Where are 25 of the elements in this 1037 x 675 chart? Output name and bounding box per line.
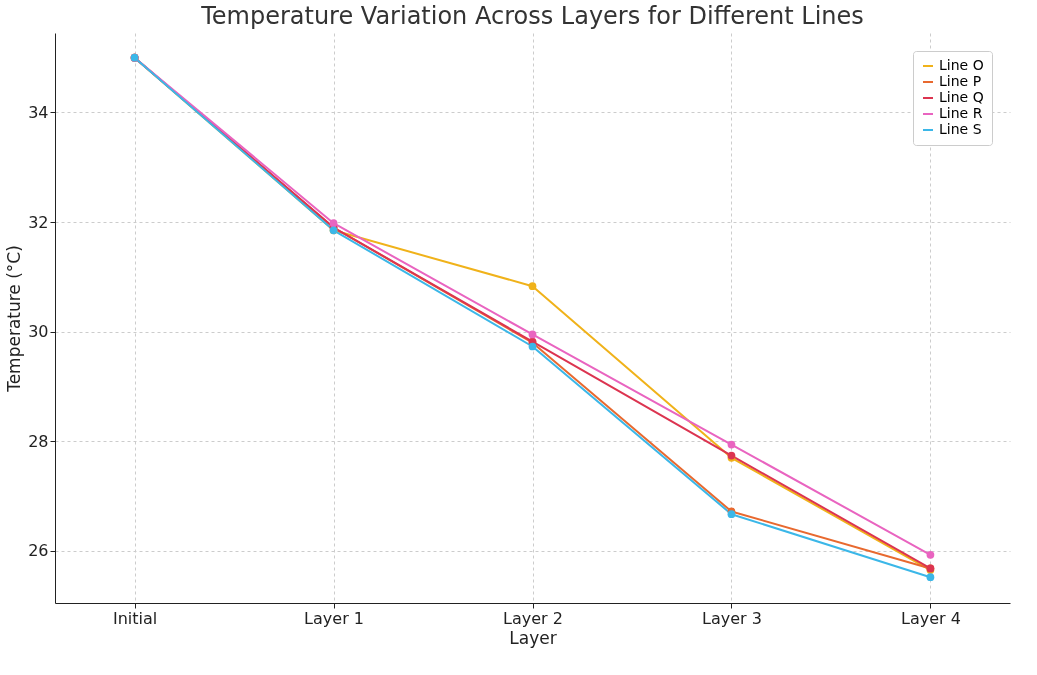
x-axis-title: Layer (509, 627, 557, 648)
x-tick-label: Layer 1 (304, 608, 364, 628)
y-tick-label: 26 (28, 541, 49, 561)
point (528, 330, 537, 339)
point (926, 573, 935, 582)
y-tick-label: 34 (28, 102, 49, 122)
y-tick-label: 32 (28, 212, 49, 232)
y-tick-label: 28 (28, 431, 49, 451)
point (329, 219, 338, 228)
x-tick-label: Layer 2 (503, 608, 563, 628)
legend-label: Line O (939, 57, 984, 73)
chart-title: Temperature Variation Across Layers for Different Lines (200, 2, 864, 30)
y-tick-label: 30 (28, 322, 49, 342)
point (727, 440, 736, 449)
legend-label: Line Q (939, 89, 984, 105)
y-axis-title: Temperature (°C) (4, 245, 25, 393)
legend-label: Line R (939, 105, 983, 121)
point (528, 342, 537, 351)
legend-label: Line S (939, 121, 982, 137)
x-tick-label: Layer 3 (702, 608, 762, 628)
point (926, 550, 935, 559)
x-tick-label: Layer 4 (900, 608, 961, 628)
point (528, 282, 537, 291)
legend-label: Line P (939, 73, 982, 89)
x-tick-label: Initial (112, 608, 158, 628)
